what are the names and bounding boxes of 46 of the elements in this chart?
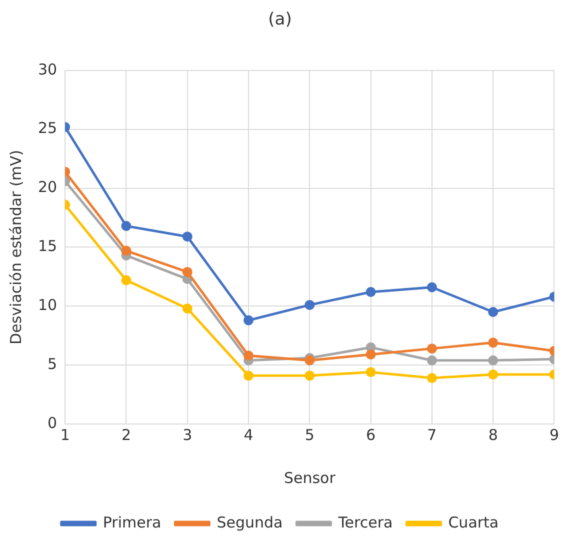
point bbox=[304, 370, 315, 381]
point bbox=[426, 282, 437, 292]
point bbox=[244, 370, 254, 381]
x-tick-label: 7 bbox=[427, 426, 437, 444]
x-tick-label: 4 bbox=[244, 426, 254, 444]
y-tick-label: 5 bbox=[48, 354, 58, 373]
point bbox=[366, 286, 376, 297]
x-tick-label: 8 bbox=[488, 426, 498, 444]
x-axis-title: Sensor bbox=[284, 468, 336, 487]
point bbox=[426, 373, 437, 384]
point bbox=[304, 355, 315, 366]
point bbox=[182, 266, 192, 277]
legend-label: Segunda bbox=[216, 513, 283, 532]
point bbox=[426, 355, 437, 366]
y-tick-label: 25 bbox=[38, 119, 58, 138]
point bbox=[488, 369, 498, 380]
point bbox=[304, 300, 315, 310]
point bbox=[366, 367, 376, 378]
x-tick-label: 1 bbox=[60, 426, 70, 444]
legend-label: Cuarta bbox=[448, 513, 499, 532]
point bbox=[244, 350, 254, 361]
point bbox=[488, 355, 498, 366]
y-tick-label: 30 bbox=[38, 60, 58, 78]
point bbox=[121, 275, 132, 286]
point bbox=[121, 246, 132, 256]
y-tick-label: 0 bbox=[48, 414, 58, 432]
x-tick-label: 3 bbox=[182, 426, 192, 444]
point bbox=[182, 232, 192, 242]
point bbox=[182, 303, 192, 314]
legend-label: Tercera bbox=[337, 513, 393, 532]
y-tick-label: 15 bbox=[38, 237, 58, 256]
y-tick-label: 10 bbox=[38, 296, 58, 314]
y-axis-title: Desviación estándar (mV) bbox=[6, 150, 25, 344]
point bbox=[121, 220, 132, 231]
point bbox=[488, 338, 498, 348]
point bbox=[488, 307, 498, 318]
point bbox=[366, 349, 376, 360]
chart-title: (a) bbox=[268, 10, 292, 30]
x-tick-label: 6 bbox=[366, 426, 376, 444]
legend-label: Primera bbox=[102, 513, 162, 532]
point bbox=[426, 344, 437, 354]
x-tick-label: 5 bbox=[304, 426, 314, 444]
x-tick-label: 9 bbox=[549, 426, 559, 444]
point bbox=[244, 315, 254, 326]
y-tick-label: 20 bbox=[38, 178, 58, 196]
x-tick-label: 2 bbox=[121, 426, 132, 444]
